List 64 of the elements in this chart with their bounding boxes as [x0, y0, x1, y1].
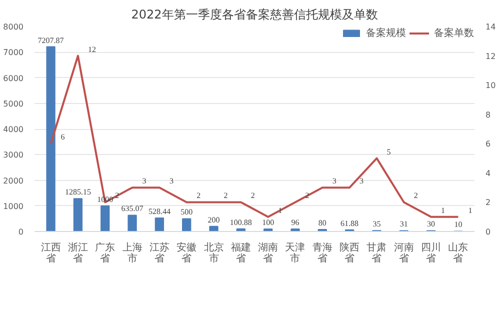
data-label: 31 [400, 220, 408, 229]
x-tick-label: 陕西省 [340, 242, 360, 264]
y2-tick-label: 12 [486, 52, 496, 61]
y2-tick-label: 10 [486, 81, 496, 90]
data-label: 6 [60, 132, 65, 142]
y2-tick-label: 0 [486, 228, 491, 236]
x-tick-label: 河南省 [394, 242, 414, 264]
y-tick-label: 3000 [3, 150, 24, 160]
data-label: 80 [318, 218, 326, 228]
x-tick-label: 浙江省 [68, 242, 88, 264]
data-label: 7207.87 [38, 36, 64, 45]
data-label: 1 [441, 206, 446, 215]
y-tick-label: 0 [18, 228, 24, 236]
data-label: 61.88 [340, 218, 359, 228]
data-label: 100.88 [230, 218, 252, 227]
y2-tick-label: 8 [486, 110, 491, 120]
data-label: 2 [224, 191, 228, 200]
data-label: 500 [180, 208, 193, 217]
y-tick-label: 5000 [3, 99, 24, 108]
y-tick-label: 7000 [3, 48, 24, 58]
data-label: 635.07 [121, 204, 144, 214]
data-label: 10 [454, 220, 462, 230]
data-label: 2 [196, 191, 201, 200]
x-tick-label: 广东省 [95, 242, 116, 264]
data-label: 200 [208, 215, 220, 224]
x-tick-label: 青海省 [312, 242, 332, 264]
y2-tick-label: 6 [486, 140, 491, 149]
y-tick-label: 8000 [3, 22, 24, 32]
legend-label: 备案单数 [434, 26, 474, 40]
y-tick-label: 6000 [3, 74, 24, 83]
x-tick-label: 山东省 [448, 242, 468, 264]
x-tick-label: 上海市 [122, 242, 142, 264]
x-tick-label: 甘肃省 [366, 242, 387, 264]
x-tick-label: 天津市 [285, 242, 306, 264]
data-label: 2 [250, 191, 255, 200]
data-label: 100 [262, 218, 274, 227]
data-label: 12 [88, 44, 96, 54]
data-label: 3 [360, 176, 364, 186]
x-tick-label: 四川省 [421, 242, 442, 264]
data-label: 3 [169, 176, 174, 186]
data-label: 35 [372, 220, 381, 229]
data-label: 3 [142, 176, 146, 186]
y-tick-label: 2000 [3, 176, 24, 186]
y2-tick-label: 4 [486, 168, 491, 178]
x-tick-label: 北京市 [204, 242, 224, 264]
y-tick-label: 4000 [3, 125, 24, 134]
data-label: 2 [414, 191, 418, 200]
legend-label: 备案规模 [366, 26, 406, 40]
y2-tick-label: 14 [486, 22, 496, 32]
data-label: 1285.15 [64, 188, 91, 197]
x-tick-label: 安徽省 [176, 242, 197, 264]
data-label: 96 [291, 218, 300, 228]
y-tick-label: 1000 [3, 202, 24, 211]
y2-tick-label: 2 [486, 198, 491, 208]
data-label: 30 [427, 220, 436, 229]
data-label: 528.44 [148, 206, 170, 216]
chart-title: 2022年第一季度各省备案慈善信托规模及单数 [131, 8, 378, 22]
x-tick-label: 江苏省 [149, 242, 170, 264]
x-tick-label: 江西省 [40, 242, 61, 264]
data-label: 3 [332, 176, 336, 186]
x-tick-label: 福建省 [230, 242, 251, 264]
data-label: 5 [386, 147, 391, 156]
x-tick-label: 湖南省 [258, 242, 278, 264]
data-label: 1 [468, 206, 472, 215]
